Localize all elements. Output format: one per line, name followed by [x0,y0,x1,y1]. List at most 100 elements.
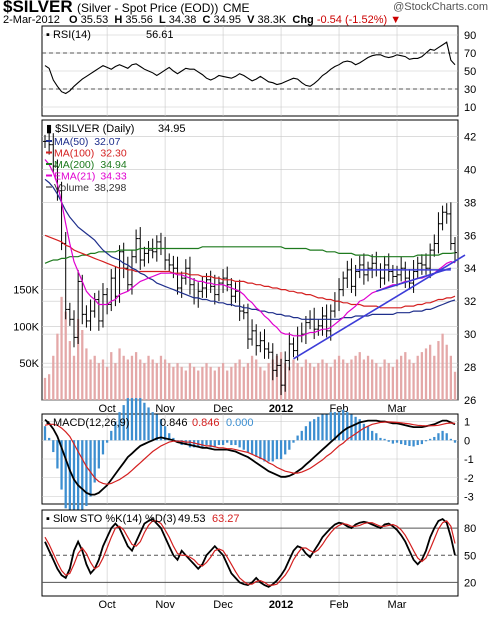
rsi-line [44,41,456,95]
sto-tick-label: 50 [464,550,476,562]
macd-histogram-bar [296,435,299,441]
macd-histogram-bar [147,407,150,441]
volume-bar [234,363,237,400]
volume-bar [416,355,419,400]
x-tick-label: 2012 [269,403,293,415]
volume-bar [383,359,386,400]
price-tick-label: 30 [464,329,476,341]
volume-bar [230,366,233,400]
volume-bar [441,333,444,400]
volume-bar [354,355,357,400]
stockcharts-logo[interactable]: @StockCharts.com [393,1,488,13]
volume-bar [226,370,229,400]
volume-bar [255,359,258,400]
macd-tick-label: -1 [464,454,474,466]
macd-histogram-bar [56,440,59,469]
volume-bar [362,359,366,400]
volume-bar [213,370,216,400]
x-tick-label: Oct [99,403,116,415]
volume-bar [159,355,163,400]
volume-bar [114,363,117,400]
macd-histogram-bar [255,440,258,457]
macd-histogram-bar [226,440,229,443]
macd-histogram-bar [424,440,428,442]
volume-bar [201,366,204,400]
volume-bar [97,363,100,400]
ticker-symbol: $SILVER [3,0,73,16]
volume-bar [89,359,92,400]
low-label: L [158,14,166,26]
macd-histogram-bar [412,440,415,447]
rsi-tick-label: 70 [464,48,476,60]
volume-bar [85,348,88,400]
macd-tick-label: -3 [464,492,474,504]
macd-histogram-bar [155,414,158,441]
macd-histogram-bar [134,398,138,441]
volume-bar [134,352,138,400]
macd-histogram-bar [383,438,386,441]
macd-histogram-bar [358,419,361,441]
macd-histogram-bar [159,419,163,441]
volume-bar [358,352,361,400]
macd-histogram-bar [188,440,192,448]
macd-histogram-bar [362,423,366,441]
price-tick-label: 32 [464,296,476,308]
volume-bar [267,363,270,400]
macd-histogram-bar [151,412,154,441]
exchange-label: CME [222,1,250,15]
macd-histogram-bar [375,433,378,441]
series-legend-name: EMA(21) [54,171,95,183]
chart-title: $SILVER (Silver - Spot Price (EOD)) CME [3,0,250,17]
macd-histogram-bar [259,440,262,460]
macd-histogram-bar [342,409,345,441]
x-tick-label: Mar [388,599,407,611]
macd-histogram-bar [437,433,440,441]
volume-bar [313,366,316,400]
volume-bar [449,355,452,400]
volume-bar [321,359,324,400]
volume-bar [395,359,399,400]
macd-histogram-bar [93,440,96,483]
x-tick-label: Mar [388,403,407,415]
x-tick-label: Dec [213,599,233,611]
volume-bar [337,355,341,400]
volume-bar [155,363,158,400]
macd-tick-label: 1 [464,417,470,429]
open-label: O [69,14,78,26]
macd-histogram-bar [350,414,353,441]
volume-bar [122,355,125,400]
volume-bar [139,359,142,400]
macd-histogram-bar [366,426,370,441]
series-legend-value: 32.30 [100,148,126,160]
volume-bar [151,359,154,400]
macd-histogram-bar [192,440,196,448]
macd-histogram-bar [122,405,125,441]
volume-bar [143,363,146,400]
volume-bar [292,359,295,400]
macd-histogram-bar [250,440,254,455]
macd-histogram-bar [118,412,121,441]
macd-histogram-bar [387,440,390,442]
macd-histogram-bar [85,440,88,506]
macd-histogram-bar [284,440,287,455]
volume-bar [420,352,424,400]
macd-histogram-bar [441,430,444,441]
macd-histogram-bar [76,440,80,525]
macd-histogram-bar [48,437,51,441]
x-tick-label: Feb [330,599,349,611]
macd-histogram-bar [101,440,105,455]
sto-tick-label: 20 [464,577,476,589]
volume-bar [375,363,378,400]
macd-histogram-bar [288,440,291,450]
macd-histogram-bar [217,440,221,446]
price-tick-label: 34 [464,263,476,275]
volume-bar [48,374,51,400]
macd-signal-line [44,421,456,485]
volume-bar [147,355,150,400]
macd-histogram-bar [163,426,167,441]
volume-bar [217,366,221,400]
macd-histogram-bar [400,440,403,445]
volume-bar [317,363,320,400]
volume-bar [81,330,84,400]
